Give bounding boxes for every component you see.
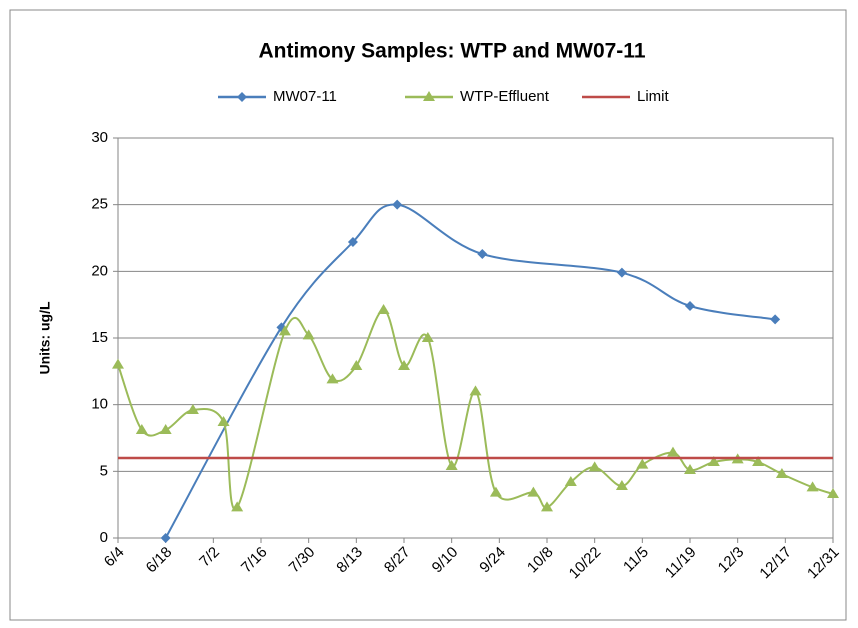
data-point	[684, 464, 696, 474]
data-point	[398, 360, 410, 370]
data-point	[775, 468, 788, 478]
data-point	[615, 480, 628, 490]
data-point	[112, 358, 124, 369]
y-tick-label: 5	[100, 462, 108, 479]
data-point	[186, 404, 199, 414]
data-point	[347, 237, 358, 247]
legend-label: Limit	[637, 88, 670, 105]
data-point	[827, 488, 839, 498]
data-point	[489, 486, 502, 497]
series-line	[164, 203, 776, 539]
data-point	[445, 460, 458, 470]
data-point	[707, 456, 720, 466]
legend-label: MW07-11	[273, 88, 337, 105]
y-tick-label: 20	[91, 262, 108, 279]
data-point	[469, 385, 482, 396]
y-axis-label: Units: ug/L	[37, 301, 53, 375]
data-point	[666, 446, 679, 457]
data-point	[527, 486, 540, 497]
y-tick-label: 0	[100, 529, 108, 546]
legend-marker	[237, 92, 247, 102]
data-point	[685, 301, 695, 311]
data-point	[477, 249, 488, 259]
legend-marker	[423, 91, 435, 101]
data-point	[588, 461, 601, 472]
data-point	[159, 424, 172, 434]
data-point	[135, 424, 148, 434]
data-point	[421, 332, 434, 342]
data-point	[231, 501, 244, 512]
data-point	[160, 533, 171, 543]
data-point	[636, 458, 649, 469]
data-point	[616, 267, 627, 278]
chart-title: Antimony Samples: WTP and MW07-11	[258, 40, 645, 63]
y-tick-label: 10	[91, 396, 108, 413]
y-tick-label: 25	[91, 196, 108, 213]
data-point	[564, 476, 577, 486]
data-point	[541, 501, 553, 512]
data-point	[302, 329, 315, 340]
data-point	[806, 481, 819, 492]
data-point	[217, 416, 230, 426]
data-point	[392, 199, 403, 210]
data-point	[377, 304, 390, 314]
data-point	[770, 314, 781, 325]
legend-label: WTP-Effluent	[460, 88, 550, 105]
data-point	[350, 360, 363, 370]
y-tick-label: 30	[91, 129, 108, 146]
y-tick-label: 15	[91, 329, 108, 346]
data-point	[326, 373, 339, 384]
data-point	[752, 456, 765, 466]
data-point	[278, 325, 291, 336]
